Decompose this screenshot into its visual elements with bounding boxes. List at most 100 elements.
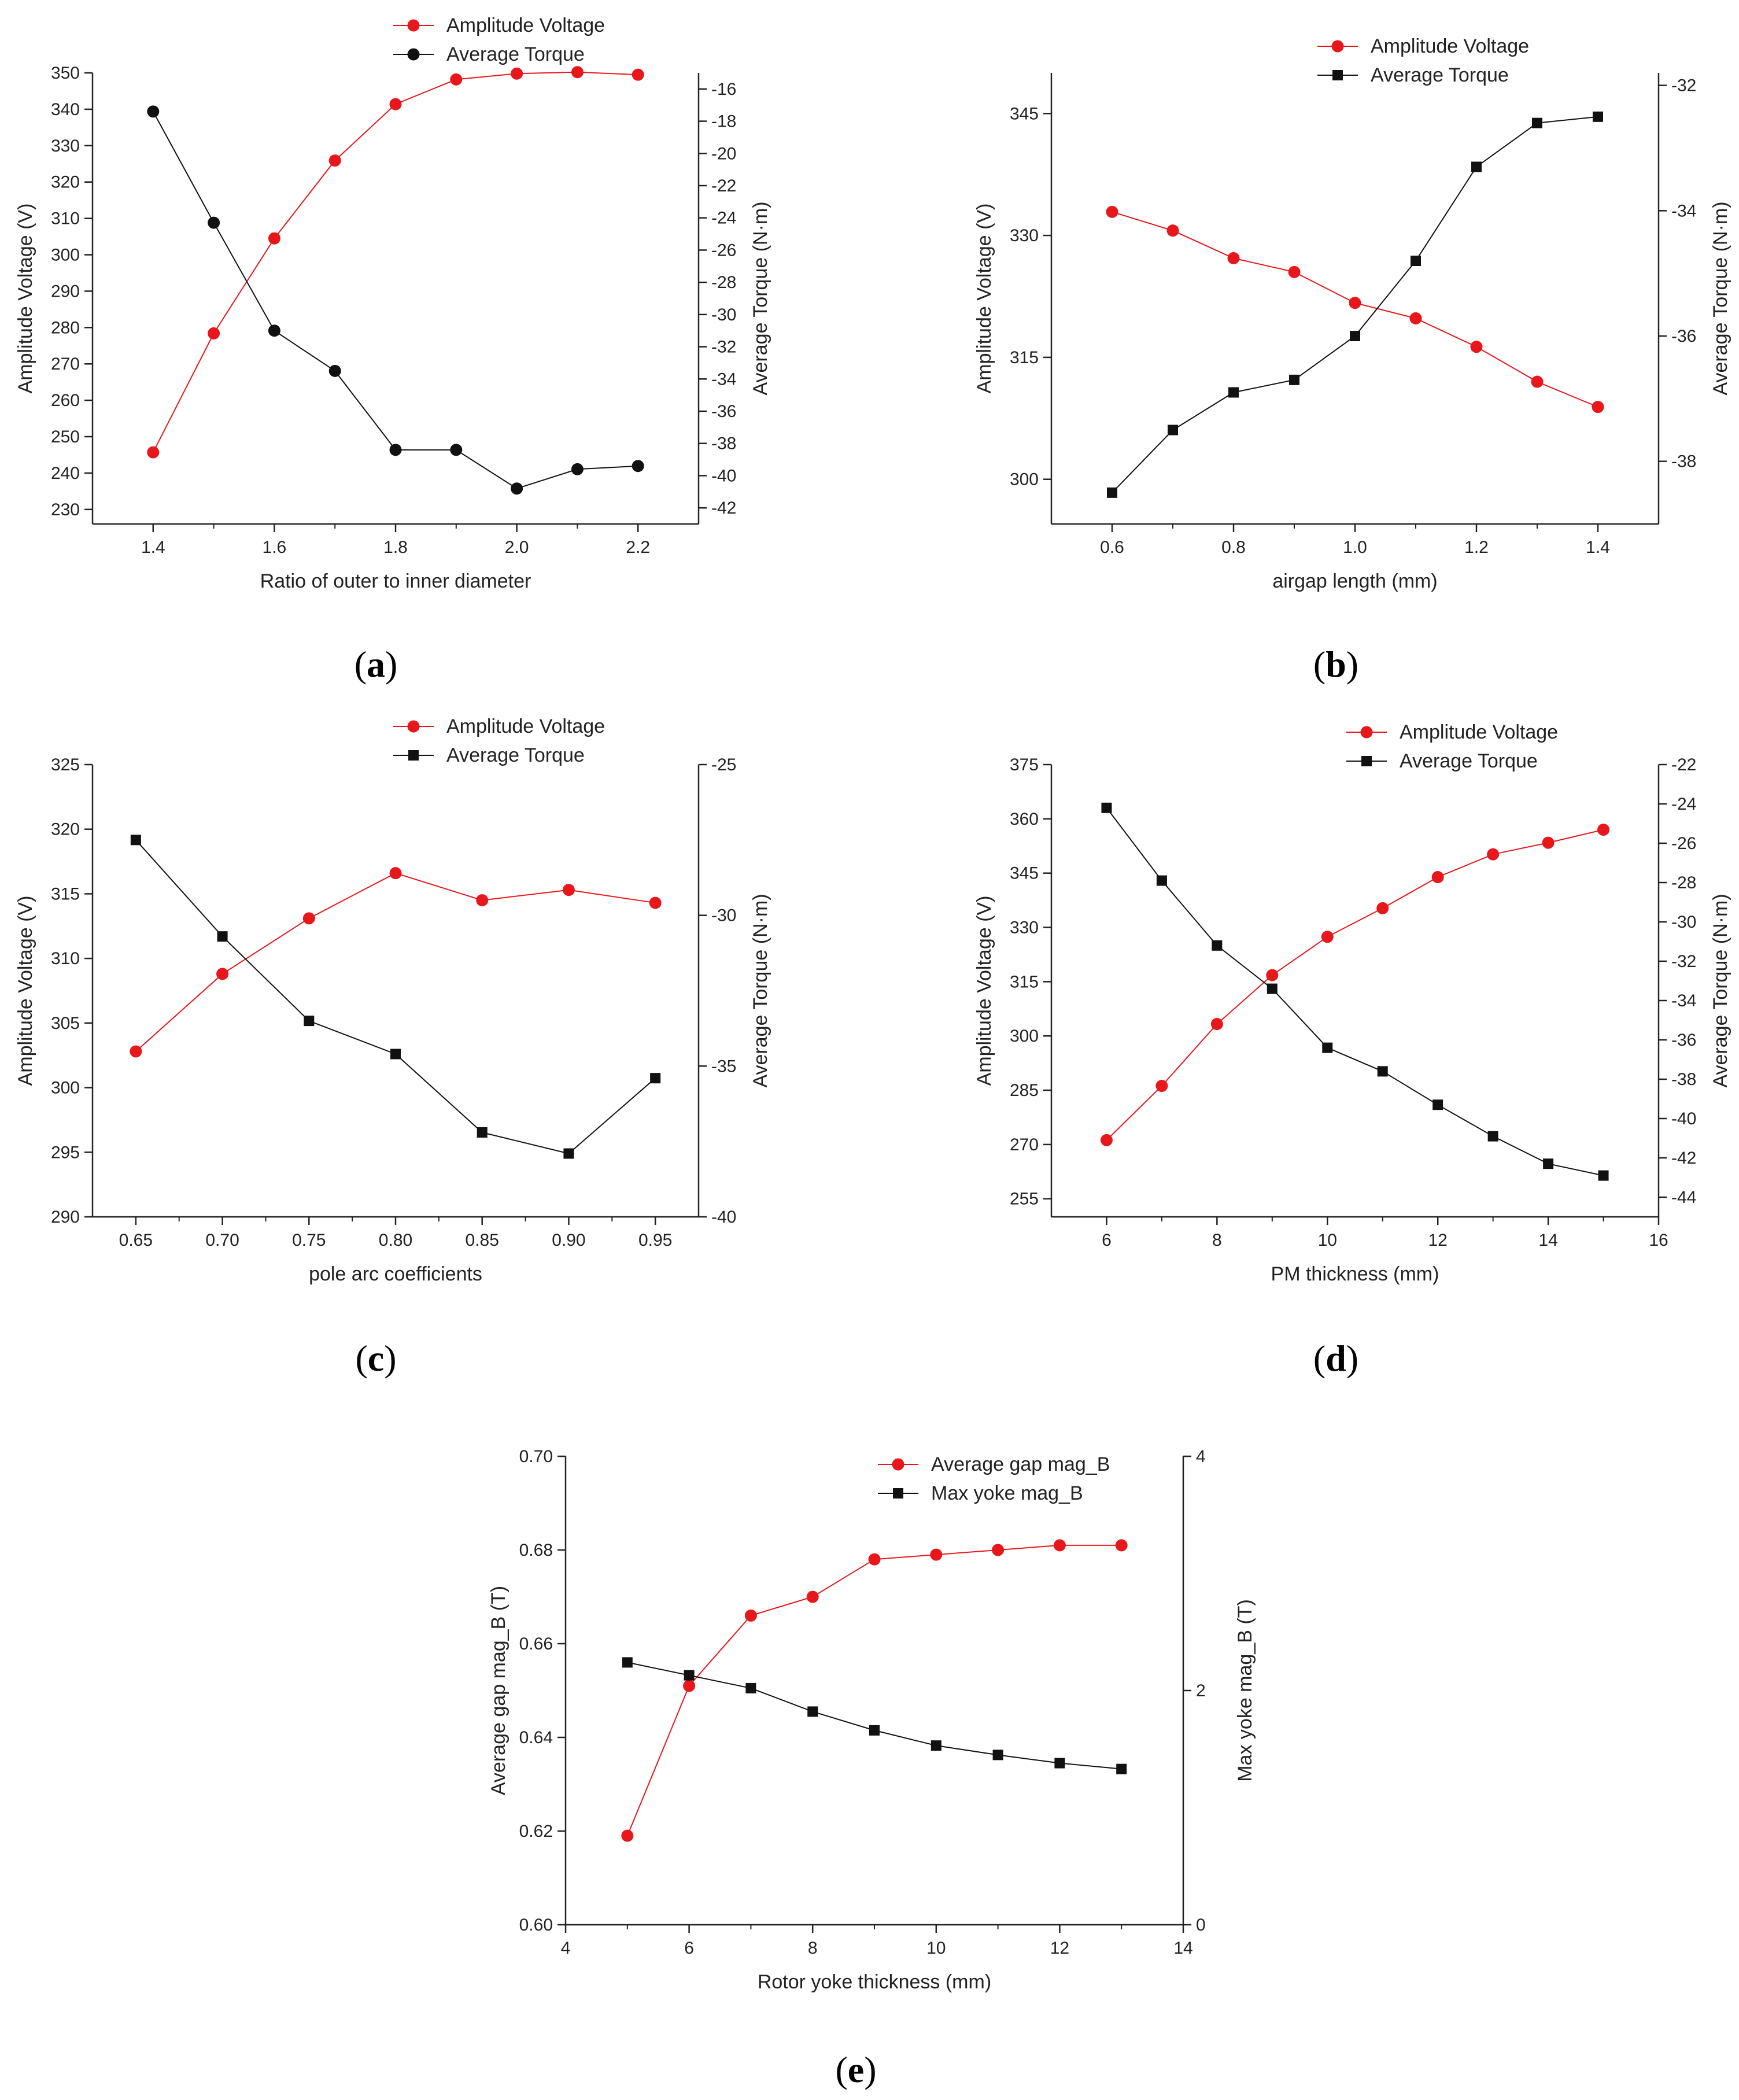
chart-a: 1.4 1.6 1.8 2.0 2.2 230 240 250 260 270 280 290 300 3… — [14, 14, 771, 685]
series-line — [152, 71, 638, 453]
y-tick-label: 300 — [51, 246, 80, 265]
legend-marker — [1360, 726, 1373, 739]
y2-tick-label: -32 — [1671, 76, 1696, 95]
data-point — [1228, 387, 1239, 398]
y-tick-label: 375 — [1010, 755, 1039, 774]
y-tick-label: 300 — [1010, 1027, 1039, 1046]
x-tick-label: 0.85 — [466, 1231, 499, 1250]
data-point — [745, 1682, 756, 1693]
data-point — [1593, 111, 1603, 122]
x-tick-label: 4 — [561, 1939, 571, 1958]
y-tick-label: 330 — [51, 136, 80, 156]
x-tick-label: 0.6 — [1100, 538, 1124, 557]
y-tick-label: 0.62 — [519, 1822, 553, 1841]
y2-tick-label: -36 — [1671, 1031, 1696, 1050]
x-tick-label: 10 — [1318, 1231, 1337, 1250]
x-axis-label: Ratio of outer to inner diameter — [260, 570, 531, 592]
y2-tick-label: -40 — [1671, 1109, 1696, 1128]
y2-tick-label: -36 — [1671, 327, 1696, 346]
x-tick-label: 1.6 — [263, 538, 287, 557]
data-point — [622, 1657, 633, 1668]
data-point — [684, 1670, 695, 1681]
x-tick-label: 6 — [1102, 1231, 1112, 1250]
data-point — [1288, 265, 1301, 278]
panel-label-letter: d — [1326, 1338, 1346, 1379]
data-point — [1411, 256, 1421, 266]
y2-tick-label: -20 — [711, 144, 736, 163]
data-point — [1156, 875, 1167, 886]
y2-tick-label: -34 — [711, 370, 736, 389]
data-point — [389, 867, 402, 880]
y-tick-label: 350 — [51, 64, 80, 83]
series-average-torque — [1101, 802, 1609, 1181]
data-point — [930, 1548, 943, 1561]
data-point — [328, 364, 341, 377]
y-tick-label: 300 — [1010, 470, 1039, 489]
y-tick-label: 250 — [51, 427, 80, 446]
y-tick-label: 315 — [51, 884, 80, 903]
y2-tick-label: -25 — [711, 755, 736, 774]
legend-label: Average Torque — [1371, 64, 1509, 86]
data-point — [1487, 1131, 1498, 1142]
data-point — [328, 154, 341, 167]
x-tick-label: 8 — [1212, 1231, 1222, 1250]
legend-entry: Average Torque — [393, 744, 585, 766]
data-point — [1532, 117, 1542, 128]
y-tick-label: 330 — [1010, 918, 1039, 938]
data-point — [450, 444, 463, 456]
legend-label: Average Torque — [446, 43, 585, 65]
data-point — [476, 894, 489, 907]
y2-axis-label: Average Torque (N·m) — [749, 201, 771, 395]
y2-tick-label: -30 — [711, 305, 736, 324]
x-tick-label: 2.0 — [505, 538, 529, 557]
y2-tick-label: -22 — [711, 176, 736, 195]
legend-marker — [893, 1488, 903, 1499]
data-point — [1432, 1099, 1443, 1110]
y-axis-label: Amplitude Voltage (V) — [14, 896, 36, 1086]
legend-marker — [1332, 70, 1343, 80]
legend-entry: Amplitude Voltage — [1317, 35, 1529, 57]
data-point — [1107, 487, 1117, 498]
series-line — [1106, 829, 1604, 1141]
y-tick-label: 320 — [51, 173, 80, 192]
legend-marker — [408, 750, 419, 761]
y-tick-label: 270 — [1010, 1135, 1039, 1154]
data-point — [147, 446, 160, 459]
panel-label: (d) — [1313, 1338, 1358, 1379]
legend-marker — [892, 1458, 904, 1471]
data-point — [511, 482, 523, 495]
data-point — [1106, 205, 1118, 218]
data-point — [1321, 931, 1334, 943]
y-tick-label: 285 — [1010, 1081, 1039, 1100]
y-tick-label: 300 — [51, 1079, 80, 1098]
series-average-torque — [1107, 111, 1603, 498]
x-axis-label: airgap length (mm) — [1272, 570, 1437, 592]
data-point — [1543, 1158, 1554, 1169]
chart-d: 6 8 10 12 14 16 255 270 285 300 315 330 345 360 375 -44… — [973, 721, 1731, 1379]
data-point — [1470, 341, 1483, 353]
y2-tick-label: -32 — [711, 338, 736, 357]
legend-marker — [407, 720, 420, 733]
y-axis-label: Amplitude Voltage (V) — [14, 204, 36, 394]
data-point — [130, 835, 141, 846]
y2-tick-label: -40 — [711, 1208, 736, 1227]
y2-tick-label: -42 — [711, 499, 736, 518]
panel-label-letter: b — [1326, 644, 1346, 685]
data-point — [304, 1016, 315, 1027]
data-point — [1289, 374, 1299, 385]
data-point — [217, 931, 228, 942]
y2-axis-label: Average Torque (N·m) — [1710, 894, 1731, 1087]
data-point — [1431, 871, 1444, 884]
x-tick-label: 0.90 — [552, 1231, 585, 1250]
data-point — [1227, 252, 1240, 264]
series-average-torque — [147, 105, 644, 495]
x-tick-label: 0.8 — [1221, 538, 1246, 557]
y-tick-label: 255 — [1010, 1190, 1039, 1209]
y2-tick-label: -38 — [1671, 452, 1696, 471]
y-tick-label: 290 — [51, 282, 80, 301]
data-point — [1598, 1170, 1609, 1181]
legend-label: Average Torque — [446, 744, 585, 766]
data-point — [147, 105, 160, 118]
data-point — [1116, 1763, 1127, 1774]
data-point — [208, 216, 220, 229]
